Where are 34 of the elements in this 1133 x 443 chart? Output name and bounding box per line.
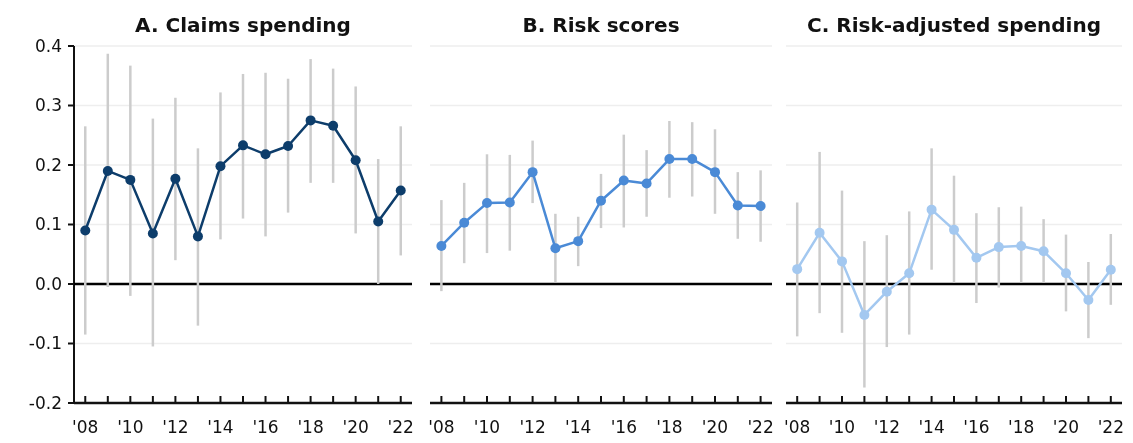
x-tick-label: '10 (117, 417, 144, 437)
x-tick-label: '22 (387, 417, 414, 437)
x-tick-label: '14 (918, 417, 945, 437)
x-tick-label: '18 (297, 417, 324, 437)
y-tick-label: 0.4 (34, 35, 62, 56)
chart-title: C. Risk-adjusted spending (807, 13, 1101, 37)
y-tick-label: 0.1 (34, 214, 62, 235)
x-tick-label: '16 (252, 417, 279, 437)
x-tick-label: '14 (565, 417, 592, 437)
x-tick-label: '16 (610, 417, 637, 437)
y-tick-label: 0.2 (34, 154, 62, 175)
x-tick-label: '22 (747, 417, 774, 437)
x-tick-label: '20 (342, 417, 369, 437)
x-tick-label: '08 (72, 417, 99, 437)
x-tick-label: '10 (828, 417, 856, 437)
x-tick-label: '12 (519, 417, 546, 437)
y-tick-label: 0.3 (34, 95, 62, 116)
x-tick-label: '20 (701, 417, 729, 437)
y-tick-label: 0.0 (34, 273, 62, 294)
x-tick-label: '08 (784, 417, 811, 437)
y-tick-label: -0.1 (28, 333, 62, 354)
x-tick-label: '20 (1052, 417, 1080, 437)
chart-title: B. Risk scores (522, 13, 680, 37)
x-tick-label: '22 (1097, 417, 1124, 437)
x-tick-label: '18 (1008, 417, 1035, 437)
x-tick-label: '18 (656, 417, 683, 437)
x-tick-label: '12 (873, 417, 900, 437)
x-tick-label: '08 (428, 417, 455, 437)
x-tick-label: '12 (162, 417, 189, 437)
x-tick-label: '16 (963, 417, 990, 437)
x-tick-label: '10 (473, 417, 501, 437)
x-tick-label: '14 (207, 417, 234, 437)
chart-title: A. Claims spending (135, 13, 351, 37)
y-tick-label: -0.2 (28, 392, 62, 413)
